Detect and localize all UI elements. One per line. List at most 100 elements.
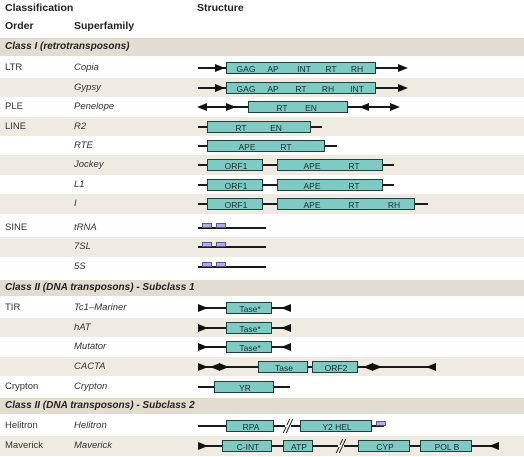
sequence-break [338,439,344,453]
orf-box: RT EN [248,101,348,113]
element-backbone [198,227,266,229]
superfamily-label: Crypton [74,381,108,392]
domain-label: ORF1 [224,161,248,171]
promoter-box [202,262,212,267]
orf2-box: APE RT [277,159,383,171]
promoter-box [216,223,226,228]
domain-label: RT [348,200,360,210]
tir-arrow-left [210,363,220,371]
element-backbone [198,425,384,427]
row-i: I ORF1 APE RT RH [0,194,524,214]
superfamily-label: Tc1–Mariner [74,302,127,313]
domain-label: GAG [236,64,256,74]
ltr-arrow [390,103,400,111]
domain-label: AP [267,84,279,94]
domain-label: Tase [275,363,293,373]
hairpin-box [376,421,386,426]
tir-arrow [198,324,208,332]
order-label: LINE [5,121,27,132]
row-l1: L1 ORF1 APE RT [0,175,524,194]
row-r2: LINE R2 RT EN [0,117,524,136]
ltr-arrow-left [197,103,207,111]
domain-label: ORF1 [224,181,248,191]
row-cacta: CACTA Tase ORF2 [0,357,524,376]
order-label: LTR [5,62,23,73]
order-label: Crypton [5,381,39,392]
class-1-bar: Class I (retrotransposons) [0,38,524,56]
tir-arrow [198,363,208,371]
atp-box: ATP [283,440,313,452]
domain-label: CYP [376,442,394,452]
order-label: TIR [5,302,21,313]
domain-label: ORF1 [224,200,248,210]
promoter-box [216,242,226,247]
superfamily-label: Helitron [74,420,107,431]
orf-box: GAG AP RT RH INT [226,82,376,94]
superfamily-label: hAT [74,322,91,333]
structure-header: Structure [197,2,244,14]
tase-box: Tase* [226,322,272,334]
order-header: Order [5,20,34,32]
promoter-box [202,242,212,247]
superfamily-label: Gypsy [74,82,101,93]
domain-label: RH [321,84,335,94]
tase-box: Tase [258,361,308,373]
orf-box: APE RT [207,140,325,152]
domain-label: RT [235,123,247,133]
pol-b-box: POL B [420,440,472,452]
superfamily-label: R2 [74,121,87,132]
domain-label: AP [267,64,279,74]
class-2-subclass-2-bar: Class II (DNA transposons) - Subclass 2 [0,398,524,414]
row-7sl: 7SL [0,237,524,257]
superfamily-label: L1 [74,179,85,190]
domain-label: RPA [242,422,260,432]
domain-label: RH [387,200,401,210]
domain-label: APE [303,200,321,210]
domain-label: ATP [291,442,307,452]
promoter-box [202,223,212,228]
tir-arrow [372,363,382,371]
domain-label: RT [295,84,307,94]
domain-label: POL B [434,442,460,452]
order-label: Helitron [5,420,38,431]
domain-label: RT [348,161,360,171]
ltr-arrow [215,64,225,72]
ltr-arrow [398,64,408,72]
classification-header: Classification [5,2,74,14]
tir-arrow-left [426,363,436,371]
element-backbone [198,266,266,268]
element-backbone [200,445,496,447]
rpa-box: RPA [226,420,274,432]
domain-label: Y2 HEL [322,422,352,432]
row-trna: SINE tRNA [0,218,524,237]
domain-label: Tase* [239,324,261,334]
domain-label: EN [270,123,282,133]
row-copia: LTR Copia GAG AP INT RT RH [0,58,524,78]
orf1-box: ORF1 [207,198,263,210]
tir-arrow-left [281,343,291,351]
domain-label: GAG [236,84,256,94]
domain-label: EN [305,103,317,113]
yr-box: YR [214,381,274,393]
tir-arrow-left [363,363,373,371]
row-penelope: PLE Penelope RT EN [0,97,524,117]
domain-label: Tase* [239,304,261,314]
cyp-box: CYP [358,440,410,452]
order-label: Maverick [5,440,44,451]
domain-label: RT [348,181,360,191]
domain-label: RT [276,103,288,113]
superfamily-label: Copia [74,62,99,73]
superfamily-label: Mutator [74,341,107,352]
orf-box: RT EN [207,121,311,133]
orf1-box: ORF1 [207,179,263,191]
class-2-subclass-1-bar: Class II (DNA transposons) - Subclass 1 [0,280,524,296]
orf1-box: ORF1 [207,159,263,171]
superfamily-label: RTE [74,140,93,151]
ltr-arrow-left [359,103,369,111]
orf2-box: APE RT [277,179,383,191]
superfamily-label: CACTA [74,361,106,372]
order-label: SINE [5,222,28,233]
domain-label: INT [297,64,311,74]
tir-arrow [198,343,208,351]
